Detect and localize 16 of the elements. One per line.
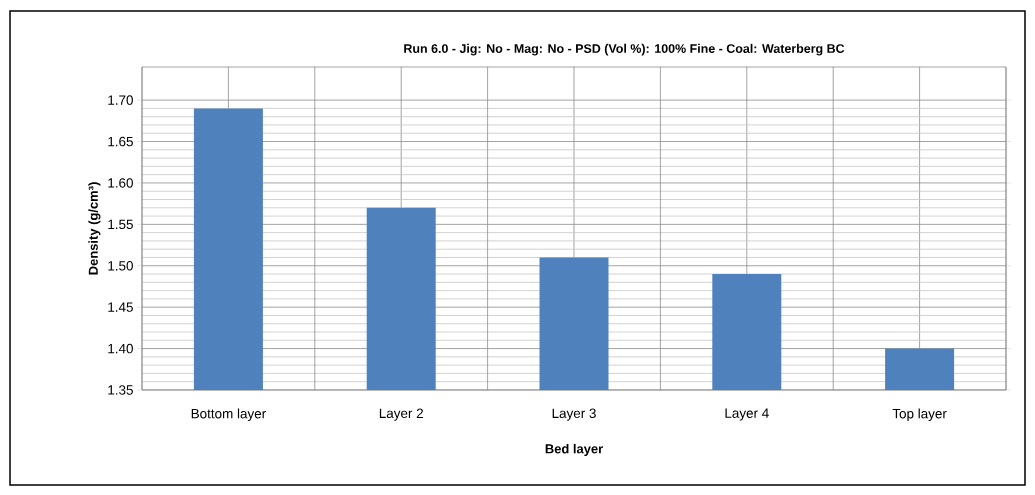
y-axis-title: Density (g/cm³) [88,182,101,275]
y-tick-label: 1.45 [108,302,133,312]
y-tick-label: 1.70 [108,95,133,105]
y-tick-label: 1.55 [108,219,133,230]
y-tick-label: 1.50 [108,261,133,271]
y-tick-label: 1.40 [108,343,133,354]
x-tick-label: Layer 3 [552,408,596,421]
x-tick-label: Top layer [892,408,947,422]
y-tick-label: 1.60 [108,178,133,188]
y-tick-label: 1.35 [108,385,133,395]
x-tick-label: Layer 2 [379,408,423,421]
x-tick-label: Layer 4 [725,408,769,421]
chart-title: Run 6.0 - Jig: No - Mag: No - PSD (Vol %): 100% Fine - Coal: Waterberg BC [404,43,845,56]
x-axis-title: Bed layer [545,443,603,456]
x-tick-label: Bottom layer [191,408,266,422]
y-tick-label: 1.65 [108,136,133,147]
